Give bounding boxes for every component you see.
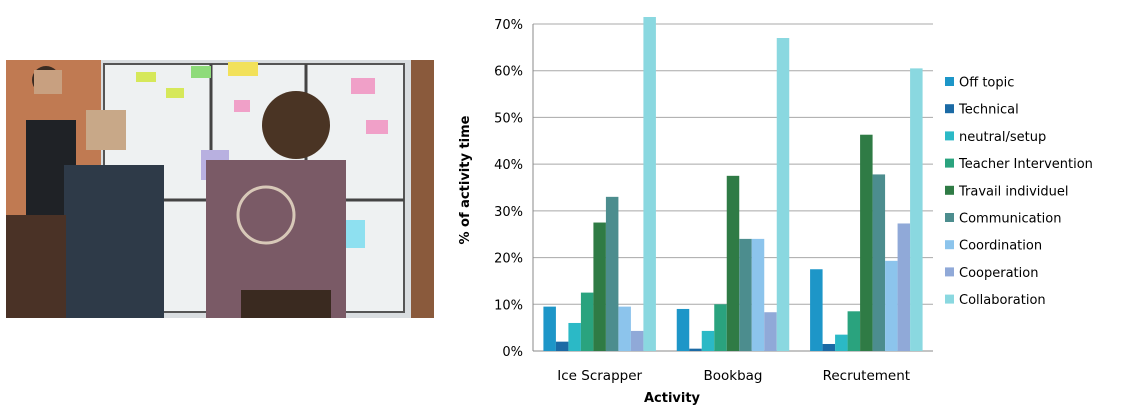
- bar: [910, 68, 923, 351]
- legend-label: Teacher Intervention: [958, 157, 1093, 172]
- legend-swatch: [945, 158, 954, 168]
- y-tick-label: 0%: [502, 345, 523, 360]
- bar: [885, 260, 898, 351]
- classroom-photo: [6, 60, 434, 318]
- bar: [555, 341, 569, 351]
- y-tick-label: 50%: [494, 111, 523, 126]
- legend-label: neutral/setup: [959, 130, 1046, 145]
- x-tick-label: Bookbag: [703, 368, 762, 384]
- bar: [580, 292, 594, 351]
- x-axis-title: Activity: [644, 391, 701, 405]
- y-axis-title: % of activity time: [458, 115, 473, 244]
- y-tick-label: 60%: [494, 65, 523, 80]
- legend-label: Collaboration: [959, 293, 1046, 308]
- legend-label: Coordination: [959, 239, 1042, 254]
- bar: [618, 306, 631, 351]
- bar: [872, 174, 886, 351]
- bar: [751, 238, 765, 351]
- bar: [630, 330, 644, 351]
- legend-swatch: [945, 185, 954, 195]
- legend-label: Travail individuel: [958, 184, 1068, 199]
- bar: [897, 223, 911, 351]
- y-tick-label: 30%: [494, 205, 523, 220]
- y-tick-label: 70%: [494, 18, 523, 33]
- bar: [810, 269, 823, 351]
- bar: [643, 16, 656, 351]
- bar: [860, 134, 873, 351]
- x-tick-label: Ice Scrapper: [557, 368, 642, 384]
- bar: [701, 330, 715, 351]
- legend-swatch: [945, 213, 954, 222]
- bar: [676, 308, 690, 351]
- bar: [739, 238, 752, 351]
- legend-swatch: [945, 104, 954, 114]
- legend-label: Communication: [959, 212, 1061, 227]
- bar: [543, 306, 556, 351]
- bar-chart: 0% 10% 20% 30% 40% 50% 60% 70% Ice Scrapper Book…: [458, 16, 1093, 405]
- legend-swatch: [945, 131, 954, 141]
- y-tick-label: 20%: [494, 252, 523, 267]
- y-tick-labels: 0% 10% 20% 30% 40% 50% 60% 70%: [494, 18, 523, 360]
- bar: [764, 312, 777, 351]
- legend-swatch: [945, 294, 954, 304]
- bar: [689, 348, 702, 351]
- x-tick-labels: Ice Scrapper Bookbag Recrutement: [557, 368, 910, 384]
- bar: [605, 196, 619, 351]
- x-tick-label: Recrutement: [823, 368, 911, 384]
- legend-label: Cooperation: [959, 266, 1038, 281]
- bars: [543, 16, 923, 352]
- y-tick-label: 10%: [494, 298, 523, 313]
- bar: [822, 343, 836, 351]
- bar: [726, 175, 740, 351]
- bar: [593, 222, 606, 351]
- bar: [714, 304, 727, 351]
- legend-swatch: [945, 267, 954, 277]
- legend-label: Technical: [958, 103, 1019, 118]
- bar: [776, 38, 790, 352]
- legend-swatch: [945, 240, 954, 250]
- bar: [835, 334, 848, 351]
- legend: Off topic Technical neutral/setup Teacher I…: [945, 76, 1093, 308]
- legend-label: Off topic: [959, 76, 1014, 91]
- bar: [568, 322, 581, 351]
- y-tick-label: 40%: [494, 158, 523, 173]
- bar: [847, 311, 861, 351]
- legend-swatch: [945, 77, 954, 86]
